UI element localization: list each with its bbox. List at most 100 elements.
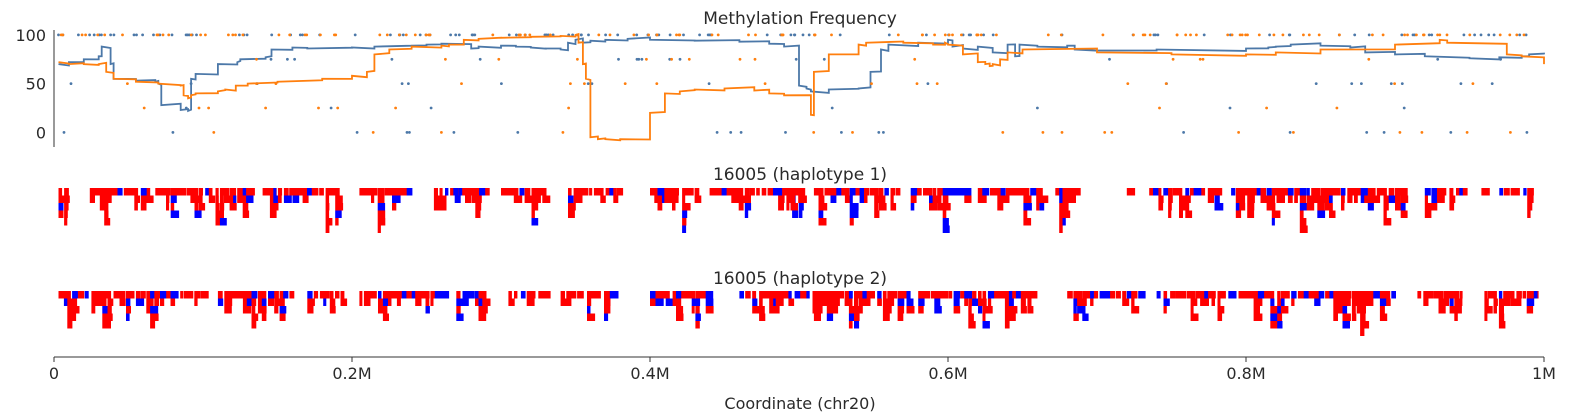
read-segment: [1277, 298, 1283, 306]
read-segment: [830, 188, 839, 196]
frequency-point: [640, 57, 644, 61]
read-segment: [1200, 291, 1205, 299]
read-segment: [587, 291, 594, 299]
frequency-point: [109, 33, 112, 37]
frequency-point: [1367, 33, 1371, 37]
read-segment: [1342, 313, 1351, 321]
read-segment: [1062, 218, 1066, 226]
frequency-point: [1382, 131, 1386, 134]
read-segment: [1388, 195, 1396, 203]
frequency-point: [960, 33, 963, 37]
frequency-point: [1148, 33, 1152, 37]
read-segment: [1314, 298, 1321, 306]
read-segment: [650, 298, 656, 306]
read-segment: [1329, 188, 1336, 196]
read-segment: [968, 321, 976, 329]
frequency-point: [915, 82, 919, 85]
read-segment: [1347, 188, 1352, 196]
frequency-point: [1403, 33, 1406, 37]
y-tick-label: 50: [26, 75, 46, 94]
read-segment: [1342, 321, 1350, 329]
read-segment: [1395, 195, 1401, 203]
read-segment: [1386, 291, 1391, 299]
read-segment: [1443, 298, 1450, 306]
read-segment: [813, 313, 821, 321]
frequency-point: [161, 33, 165, 37]
frequency-point: [1367, 57, 1371, 61]
read-segment: [1185, 188, 1190, 196]
read-segment: [1498, 321, 1506, 329]
read-segment: [396, 298, 401, 306]
read-segment: [215, 210, 224, 218]
read-segment: [150, 313, 159, 321]
frequency-point: [1468, 33, 1472, 37]
read-segment: [695, 298, 701, 306]
read-segment: [1172, 188, 1180, 196]
read-segment: [1351, 313, 1357, 321]
read-segment: [335, 210, 342, 218]
read-segment: [682, 218, 687, 226]
read-segment: [1454, 306, 1462, 314]
read-segment: [363, 291, 371, 299]
read-segment: [458, 188, 463, 196]
read-segment: [695, 321, 700, 329]
read-segment: [1214, 188, 1223, 196]
read-segment: [126, 313, 130, 321]
frequency-point: [710, 33, 714, 37]
read-segment: [769, 298, 774, 306]
read-segment: [1484, 298, 1489, 306]
read-segment: [942, 218, 949, 226]
read-segment: [215, 195, 219, 203]
frequency-point: [478, 57, 482, 61]
read-segment: [1376, 188, 1386, 196]
read-segment: [1498, 306, 1504, 314]
read-segment: [135, 291, 140, 299]
read-segment: [613, 195, 619, 203]
read-segment: [792, 210, 799, 218]
read-segment: [538, 291, 547, 299]
read-segment: [1231, 188, 1236, 196]
read-segment: [1082, 298, 1087, 306]
frequency-point: [62, 131, 66, 134]
read-segment: [107, 313, 113, 321]
read-segment: [146, 298, 154, 306]
read-segment: [1020, 306, 1027, 314]
read-segment: [246, 195, 254, 203]
read-segment: [1299, 203, 1308, 211]
read-segment: [469, 291, 475, 299]
read-segment: [456, 313, 464, 321]
read-segment: [1239, 203, 1246, 211]
read-segment: [219, 188, 225, 196]
frequency-point: [747, 33, 750, 37]
frequency-point: [1202, 33, 1206, 37]
read-segment: [897, 306, 905, 314]
frequency-point: [96, 33, 100, 37]
read-segment: [72, 306, 80, 314]
read-segment: [1228, 291, 1237, 299]
read-segment: [478, 306, 484, 314]
read-segment: [1247, 188, 1256, 196]
read-segment: [402, 188, 411, 196]
frequency-point: [429, 106, 433, 110]
frequency-point: [1436, 57, 1440, 61]
read-segment: [292, 188, 301, 196]
read-segment: [1373, 291, 1382, 299]
read-segment: [1235, 210, 1242, 218]
frequency-point: [319, 33, 322, 37]
read-segment: [1280, 291, 1286, 299]
read-segment: [778, 203, 784, 211]
read-segment: [818, 210, 824, 218]
read-segment: [566, 291, 574, 299]
read-segment: [1383, 203, 1389, 211]
read-segment: [508, 291, 512, 299]
read-segment: [1306, 188, 1310, 196]
read-segment: [705, 306, 714, 314]
read-segment: [890, 188, 895, 196]
read-segment: [923, 188, 930, 196]
read-segment: [1271, 195, 1276, 203]
read-segment: [688, 291, 695, 299]
read-segment: [1059, 210, 1064, 218]
read-segment: [364, 188, 374, 196]
read-segment: [475, 203, 482, 211]
read-segment: [325, 203, 330, 211]
